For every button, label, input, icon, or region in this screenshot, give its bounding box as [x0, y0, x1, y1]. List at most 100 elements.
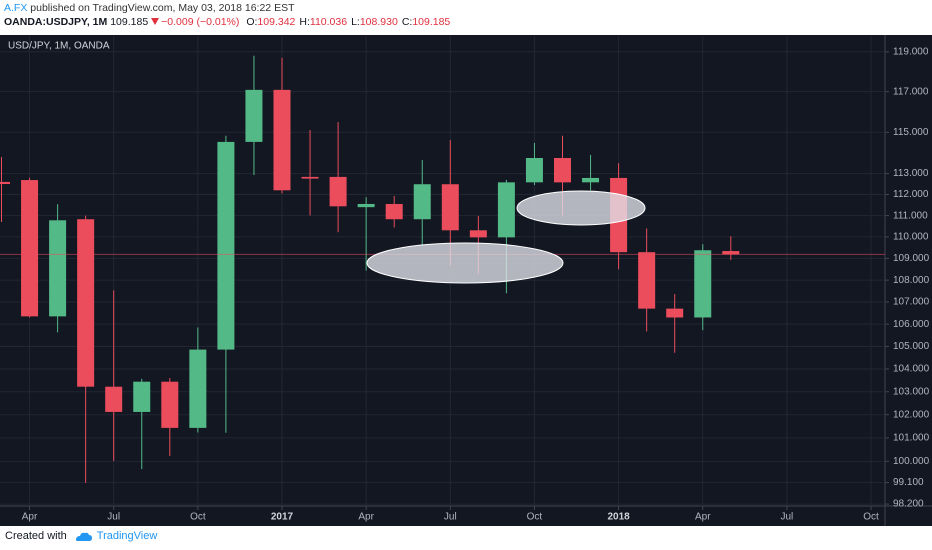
ohlc-value: 110.036 — [309, 16, 348, 28]
ohlc-value: 109.185 — [412, 16, 451, 28]
candle-body — [666, 308, 684, 318]
x-tick-label: Apr — [695, 512, 711, 523]
candle — [189, 327, 207, 433]
y-tick-label: 117.000 — [893, 86, 929, 97]
x-tick-label: Jul — [444, 512, 457, 523]
candle — [301, 130, 319, 216]
down-arrow — [151, 18, 160, 25]
candle — [385, 195, 403, 228]
candle — [329, 122, 347, 233]
y-tick-label: 99.100 — [893, 477, 924, 488]
candle-body — [469, 230, 487, 238]
candle-body — [582, 177, 600, 183]
candle — [0, 156, 10, 222]
candle-body — [133, 381, 151, 412]
candle — [413, 160, 431, 246]
created-with: Created with — [5, 530, 67, 542]
candle — [105, 290, 123, 461]
author[interactable]: A.FX — [4, 2, 28, 14]
publish-line: A.FX published on TradingView.com, May 0… — [4, 2, 295, 14]
candle-body — [49, 220, 67, 317]
candle-body — [357, 203, 375, 208]
y-tick-label: 119.000 — [893, 46, 929, 57]
ohlc-label: C: — [401, 16, 413, 28]
y-tick-label: 105.000 — [893, 341, 930, 352]
y-tick-label: 103.000 — [893, 386, 930, 397]
published: published on TradingView.com, May 03, 20… — [30, 2, 295, 14]
y-tick-label: 104.000 — [893, 364, 930, 375]
x-tick-label: 2017 — [271, 512, 294, 523]
candle-body — [301, 176, 319, 179]
x-tick-label: Apr — [358, 512, 374, 523]
candle-body — [385, 203, 403, 220]
x-tick-label: Jul — [107, 512, 120, 523]
candle-body — [525, 158, 543, 183]
chart-title: USD/JPY, 1M, OANDA — [8, 41, 110, 52]
candle-body — [105, 386, 123, 412]
candle-body — [329, 176, 347, 207]
x-tick-label: Oct — [863, 512, 879, 523]
candle-body — [497, 182, 515, 238]
candle-body — [0, 181, 10, 185]
candle-body — [161, 381, 179, 428]
ohlc: O:109.342 H:110.036 L:108.930 C:109.185 — [242, 16, 450, 28]
candle-body — [217, 141, 235, 350]
x-tick-label: Jul — [781, 512, 794, 523]
y-tick-label: 110.000 — [893, 232, 929, 243]
y-tick-label: 101.000 — [893, 433, 930, 444]
grid — [0, 36, 885, 506]
candle — [217, 135, 235, 433]
y-tick-label: 107.000 — [893, 297, 930, 308]
candle — [245, 55, 263, 176]
y-tick-label: 102.000 — [893, 409, 930, 420]
x-tick-label: Apr — [22, 512, 38, 523]
candle — [666, 294, 684, 353]
change: −0.009 (−0.01%) — [161, 16, 240, 28]
candle-body — [694, 250, 712, 318]
logo — [75, 532, 92, 541]
y-tick-label: 115.000 — [893, 127, 929, 138]
candle — [525, 142, 543, 186]
candle-body — [77, 219, 95, 387]
candle — [357, 197, 375, 271]
candle-body — [21, 180, 39, 317]
y-tick-label: 109.000 — [893, 253, 930, 264]
candle-body — [273, 89, 291, 191]
y-tick-label: 98.200 — [893, 499, 924, 510]
candle — [49, 204, 67, 333]
candle-body — [189, 349, 207, 428]
ohlc-value: 108.930 — [359, 16, 398, 28]
ohlc-value: 109.342 — [257, 16, 296, 28]
candle-body — [245, 89, 263, 142]
candle-body — [441, 184, 459, 231]
y-tick-label: 106.000 — [893, 319, 930, 330]
candle — [133, 378, 151, 470]
brand[interactable]: TradingView — [96, 530, 158, 542]
x-tick-label: 2018 — [607, 512, 630, 523]
ohlc-label: O: — [246, 16, 258, 28]
candle-body — [722, 251, 740, 255]
candles — [0, 55, 885, 483]
y-tick-label: 100.000 — [893, 456, 930, 467]
footer: Created with TradingView — [5, 530, 157, 542]
symbol-line: OANDA:USDJPY, 1M 109.185 −0.009 (−0.01%) … — [4, 16, 450, 28]
ohlc-label: H: — [299, 16, 310, 28]
symbol: OANDA:USDJPY, 1M — [4, 16, 108, 28]
candle — [722, 236, 740, 260]
y-tick-label: 108.000 — [893, 275, 930, 286]
candle — [638, 228, 656, 332]
candle — [161, 378, 179, 456]
candle — [77, 215, 95, 483]
candle-body — [413, 184, 431, 220]
x-tick-label: Oct — [190, 512, 206, 523]
candle — [21, 177, 39, 318]
ellipse-annotation — [366, 242, 564, 284]
candle — [273, 57, 291, 194]
candle-body — [554, 158, 571, 183]
y-tick-label: 113.000 — [893, 168, 929, 179]
y-tick-label: 111.000 — [893, 210, 928, 221]
y-tick-label: 112.000 — [893, 189, 929, 200]
ohlc-label: L: — [351, 16, 360, 28]
